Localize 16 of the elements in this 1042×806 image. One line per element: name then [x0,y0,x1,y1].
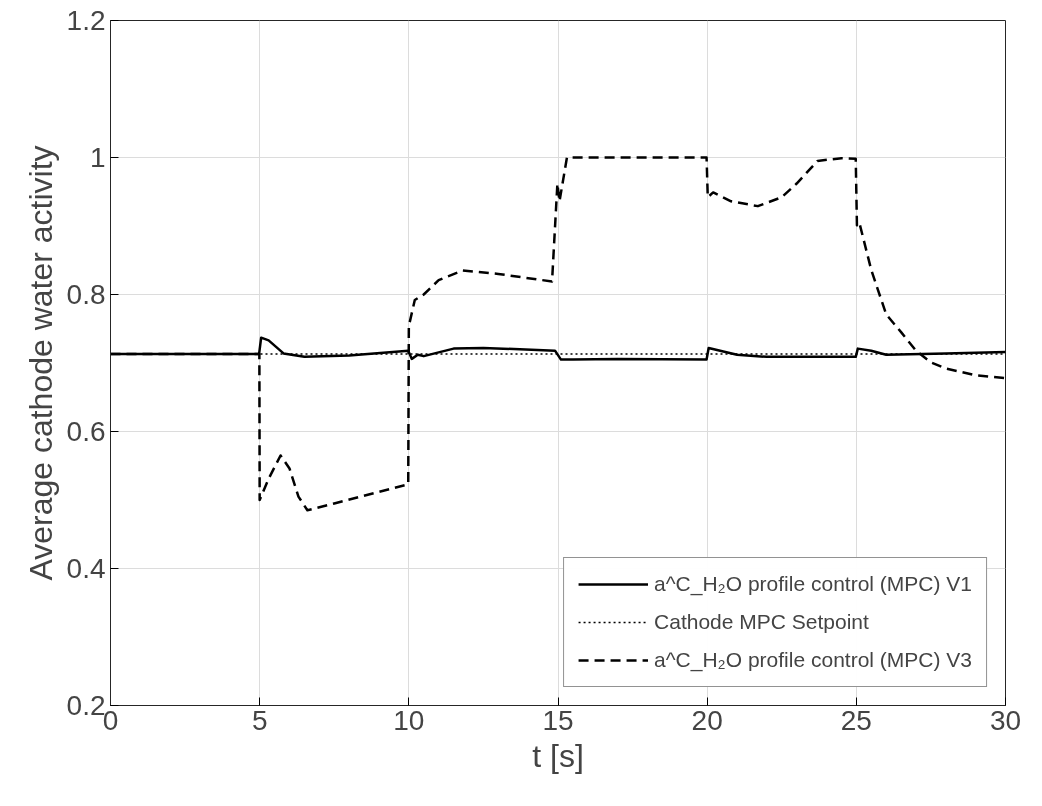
y-tick-label: 0.8 [66,279,106,310]
x-tick-label: 25 [840,704,872,736]
y-tick-label: 0.4 [66,553,106,584]
x-tick-label: 20 [691,704,723,736]
y-tick-label: 1 [89,142,106,173]
x-axis-title: t [s] [532,737,584,774]
y-axis-title: Average cathode water activity [22,145,59,581]
legend-label: Cathode MPC Setpoint [654,610,869,634]
x-tick-label: 5 [251,704,268,736]
x-tick-label: 30 [989,704,1022,736]
x-tick-label: 10 [393,704,425,736]
legend-label: a^C_H₂O profile control (MPC) V3 [654,648,972,672]
y-tick-label: 1.2 [66,5,106,36]
y-tick-label: 0.6 [66,416,106,447]
legend-label: a^C_H₂O profile control (MPC) V1 [654,572,972,596]
x-tick-label: 15 [542,704,574,736]
